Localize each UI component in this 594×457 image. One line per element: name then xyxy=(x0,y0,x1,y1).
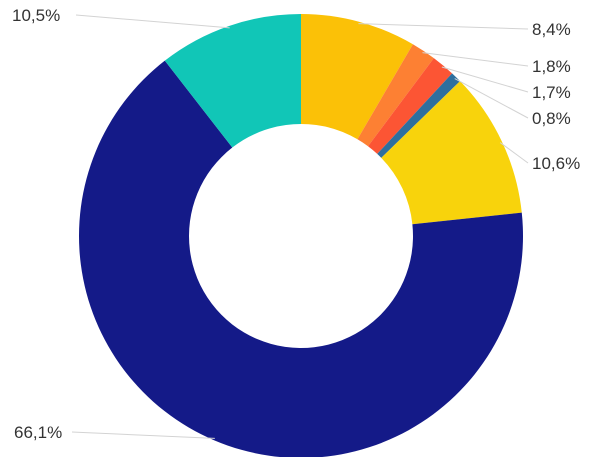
slice-label-10-5pct: 10,5% xyxy=(12,6,60,25)
donut-slice-10-5pct xyxy=(164,14,301,148)
slice-label-1-7pct: 1,7% xyxy=(532,83,571,102)
slice-labels: 8,4% 1,8% 1,7% 0,8% 10,6% 66,1% 10,5% xyxy=(12,6,580,442)
donut-slice-8-4pct xyxy=(301,14,413,140)
donut-slice-0-8pct xyxy=(377,73,461,158)
donut-slice-1-7pct xyxy=(368,58,453,154)
leader-line-10-5pct xyxy=(75,14,230,29)
slice-label-1-8pct: 1,8% xyxy=(532,57,571,76)
donut-slice-66-1pct xyxy=(79,60,523,457)
slice-label-10-6pct: 10,6% xyxy=(532,154,580,173)
slice-label-8-4pct: 8,4% xyxy=(532,20,571,39)
leader-line-0-8pct xyxy=(454,78,529,119)
slice-label-66-1pct: 66,1% xyxy=(14,423,62,442)
donut-slices xyxy=(79,14,523,457)
slice-label-0-8pct: 0,8% xyxy=(532,109,571,128)
leader-line-10-6pct xyxy=(499,142,529,164)
label-leader-lines xyxy=(71,14,529,439)
leader-line-8-4pct xyxy=(358,23,529,30)
leader-line-66-1pct xyxy=(71,431,215,439)
leader-line-1-7pct xyxy=(441,66,529,93)
donut-slice-1-8pct xyxy=(357,44,434,147)
donut-slice-10-6pct xyxy=(381,81,522,225)
leader-line-1-8pct xyxy=(422,52,529,67)
